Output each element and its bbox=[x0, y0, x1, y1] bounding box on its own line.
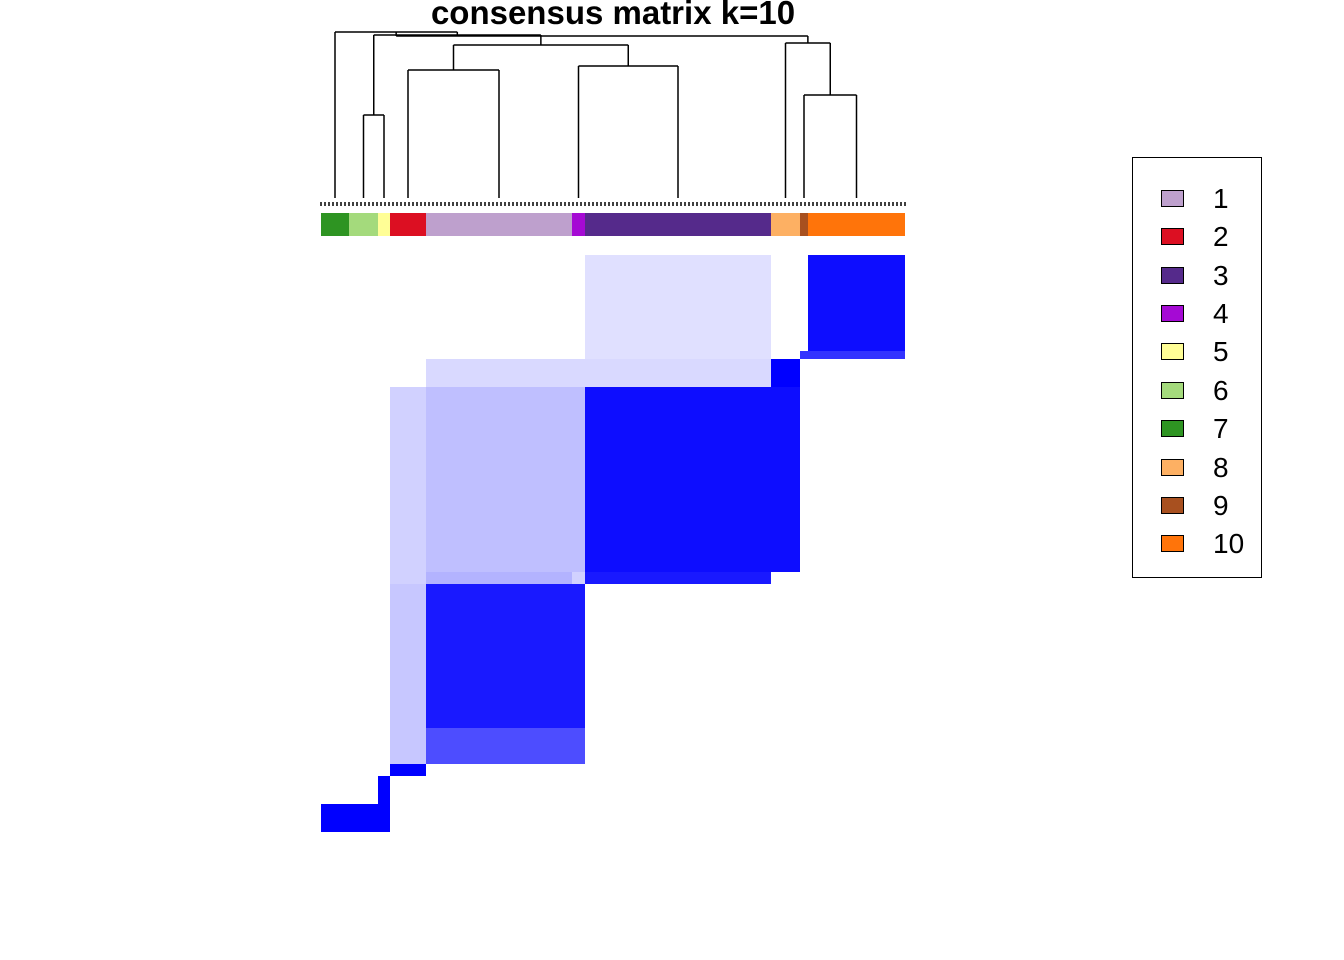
legend-item: 1 bbox=[1133, 179, 1261, 217]
heatmap-block bbox=[808, 255, 905, 351]
legend-label: 1 bbox=[1213, 183, 1229, 214]
annotation-segment bbox=[572, 213, 585, 236]
heatmap-block bbox=[585, 572, 771, 584]
heatmap-band bbox=[426, 387, 585, 572]
cluster-annotation-bar bbox=[321, 213, 905, 236]
heatmap-block bbox=[426, 728, 585, 764]
heatmap-block bbox=[390, 764, 426, 776]
legend-item: 8 bbox=[1133, 448, 1261, 486]
legend-swatch bbox=[1161, 459, 1184, 476]
legend-item: 5 bbox=[1133, 332, 1261, 370]
legend-swatch bbox=[1161, 343, 1184, 360]
annotation-segment bbox=[378, 213, 390, 236]
annotation-segment bbox=[585, 213, 771, 236]
chart-title: consensus matrix k=10 bbox=[430, 0, 796, 31]
legend-label: 9 bbox=[1213, 490, 1229, 521]
legend-swatch bbox=[1161, 382, 1184, 399]
annotation-segment bbox=[349, 213, 378, 236]
legend-swatch bbox=[1161, 497, 1184, 514]
legend-swatch bbox=[1161, 305, 1184, 322]
legend-label: 5 bbox=[1213, 336, 1229, 367]
legend-item: 2 bbox=[1133, 217, 1261, 255]
legend-swatch bbox=[1161, 267, 1184, 284]
legend-item: 9 bbox=[1133, 486, 1261, 524]
legend-label: 8 bbox=[1213, 452, 1229, 483]
legend-swatch bbox=[1161, 228, 1184, 245]
heatmap-block bbox=[585, 387, 800, 572]
legend-item: 6 bbox=[1133, 371, 1261, 409]
legend-label: 3 bbox=[1213, 260, 1229, 291]
heatmap-block bbox=[378, 776, 390, 804]
legend-label: 6 bbox=[1213, 375, 1229, 406]
legend: 1 2 3 4 5 6 7 8 9 10 bbox=[1132, 157, 1262, 578]
heatmap-band bbox=[585, 255, 771, 359]
legend-label: 7 bbox=[1213, 413, 1229, 444]
annotation-segment bbox=[800, 213, 808, 236]
legend-item: 7 bbox=[1133, 409, 1261, 447]
annotation-segment bbox=[808, 213, 905, 236]
legend-label: 2 bbox=[1213, 221, 1229, 252]
heatmap-block bbox=[800, 351, 905, 359]
annotation-segment bbox=[321, 213, 349, 236]
annotation-segment bbox=[426, 213, 572, 236]
consensus-heatmap bbox=[321, 255, 905, 832]
heatmap-block bbox=[349, 804, 378, 832]
legend-swatch bbox=[1161, 420, 1184, 437]
heatmap-block bbox=[771, 359, 800, 387]
annotation-segment bbox=[390, 213, 426, 236]
legend-item: 10 bbox=[1133, 524, 1261, 562]
dendrogram bbox=[320, 31, 906, 206]
legend-swatch bbox=[1161, 190, 1184, 207]
legend-swatch bbox=[1161, 535, 1184, 552]
legend-label: 10 bbox=[1213, 528, 1245, 559]
legend-label: 4 bbox=[1213, 298, 1229, 329]
legend-item: 3 bbox=[1133, 256, 1261, 294]
heatmap-block bbox=[426, 584, 585, 728]
legend-item: 4 bbox=[1133, 294, 1261, 332]
annotation-segment bbox=[771, 213, 800, 236]
